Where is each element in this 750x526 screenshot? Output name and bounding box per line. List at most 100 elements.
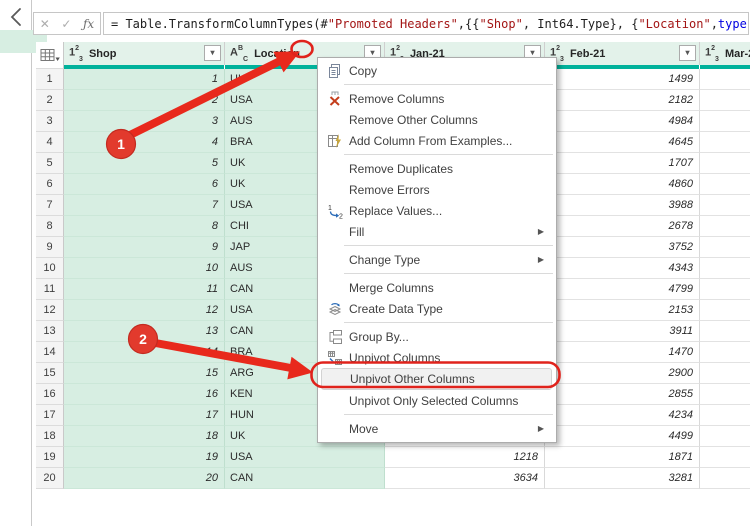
row-number-19[interactable]: 19 [36,447,64,468]
number-type-icon[interactable]: 123 [69,45,83,63]
filter-button-feb[interactable]: ▾ [679,45,696,61]
menu-item-copy[interactable]: Copy [318,60,556,81]
row-number-16[interactable]: 16 [36,384,64,405]
row-number-18[interactable]: 18 [36,426,64,447]
cell-mar-r16[interactable] [700,384,750,405]
cell-mar-r3[interactable] [700,111,750,132]
filter-button-shop[interactable]: ▾ [204,45,221,61]
menu-item-unpivot-other-columns[interactable]: Unpivot Other Columns [321,368,552,390]
cell-feb-r17[interactable]: 4234 [545,405,700,426]
cell-shop-r18[interactable]: 18 [64,426,225,447]
row-number-8[interactable]: 8 [36,216,64,237]
cell-shop-r6[interactable]: 6 [64,174,225,195]
cell-feb-r5[interactable]: 1707 [545,153,700,174]
column-header-shop[interactable]: 123 Shop ▾ [64,42,225,65]
number-type-icon[interactable]: 123 [550,45,564,63]
row-number-12[interactable]: 12 [36,300,64,321]
cell-feb-r9[interactable]: 3752 [545,237,700,258]
cell-shop-r19[interactable]: 19 [64,447,225,468]
row-number-1[interactable]: 1 [36,69,64,90]
cell-shop-r20[interactable]: 20 [64,468,225,489]
cell-shop-r4[interactable]: 4 [64,132,225,153]
cell-mar-r20[interactable] [700,468,750,489]
cell-jan-r20[interactable]: 3634 [385,468,545,489]
cell-mar-r13[interactable] [700,321,750,342]
row-number-11[interactable]: 11 [36,279,64,300]
formula-input[interactable]: = Table.TransformColumnTypes(# "Promoted … [103,12,749,35]
cell-feb-r16[interactable]: 2855 [545,384,700,405]
cell-feb-r19[interactable]: 1871 [545,447,700,468]
cell-shop-r1[interactable]: 1 [64,69,225,90]
cancel-icon[interactable]: ✕ [39,16,50,31]
cell-shop-r15[interactable]: 15 [64,363,225,384]
menu-item-unpivot-only-selected-columns[interactable]: Unpivot Only Selected Columns [318,390,556,411]
menu-item-add-column-from-examples[interactable]: Add Column From Examples... [318,130,556,151]
row-number-7[interactable]: 7 [36,195,64,216]
cell-mar-r14[interactable] [700,342,750,363]
row-number-15[interactable]: 15 [36,363,64,384]
cell-shop-r16[interactable]: 16 [64,384,225,405]
collapse-queries-pane-button[interactable] [6,6,26,28]
cell-shop-r12[interactable]: 12 [64,300,225,321]
cell-shop-r3[interactable]: 3 [64,111,225,132]
cell-mar-r11[interactable] [700,279,750,300]
cell-location-r19[interactable]: USA [225,447,385,468]
menu-item-remove-duplicates[interactable]: Remove Duplicates [318,158,556,179]
cell-mar-r6[interactable] [700,174,750,195]
menu-item-create-data-type[interactable]: Create Data Type [318,298,556,319]
cell-shop-r5[interactable]: 5 [64,153,225,174]
menu-item-replace-values[interactable]: 1 2 Replace Values... [318,200,556,221]
cell-mar-r9[interactable] [700,237,750,258]
cell-feb-r2[interactable]: 2182 [545,90,700,111]
cell-feb-r11[interactable]: 4799 [545,279,700,300]
cell-feb-r12[interactable]: 2153 [545,300,700,321]
cell-jan-r19[interactable]: 1218 [385,447,545,468]
row-number-9[interactable]: 9 [36,237,64,258]
row-number-20[interactable]: 20 [36,468,64,489]
select-all-corner-button[interactable] [36,42,64,69]
cell-location-r20[interactable]: CAN [225,468,385,489]
cell-mar-r15[interactable] [700,363,750,384]
cell-mar-r8[interactable] [700,216,750,237]
cell-shop-r13[interactable]: 13 [64,321,225,342]
cell-mar-r1[interactable] [700,69,750,90]
cell-mar-r17[interactable] [700,405,750,426]
cell-mar-r18[interactable] [700,426,750,447]
menu-item-remove-other-columns[interactable]: Remove Other Columns [318,109,556,130]
cell-mar-r19[interactable] [700,447,750,468]
menu-item-merge-columns[interactable]: Merge Columns [318,277,556,298]
cell-mar-r12[interactable] [700,300,750,321]
cell-shop-r17[interactable]: 17 [64,405,225,426]
menu-item-remove-errors[interactable]: Remove Errors [318,179,556,200]
cell-feb-r15[interactable]: 2900 [545,363,700,384]
row-number-13[interactable]: 13 [36,321,64,342]
cell-feb-r18[interactable]: 4499 [545,426,700,447]
menu-item-fill[interactable]: Fill ▶ [318,221,556,242]
menu-item-unpivot-columns[interactable]: Unpivot Columns [318,347,556,368]
cell-mar-r4[interactable] [700,132,750,153]
cell-shop-r9[interactable]: 9 [64,237,225,258]
row-number-17[interactable]: 17 [36,405,64,426]
cell-mar-r10[interactable] [700,258,750,279]
number-type-icon[interactable]: 123 [705,45,719,63]
menu-item-group-by[interactable]: Group By... [318,326,556,347]
cell-mar-r2[interactable] [700,90,750,111]
row-number-3[interactable]: 3 [36,111,64,132]
row-number-14[interactable]: 14 [36,342,64,363]
text-type-icon[interactable]: ABC [230,45,249,63]
cell-shop-r2[interactable]: 2 [64,90,225,111]
cell-feb-r8[interactable]: 2678 [545,216,700,237]
menu-item-remove-columns[interactable]: Remove Columns [318,88,556,109]
cell-feb-r13[interactable]: 3911 [545,321,700,342]
cell-shop-r7[interactable]: 7 [64,195,225,216]
row-number-2[interactable]: 2 [36,90,64,111]
cell-feb-r6[interactable]: 4860 [545,174,700,195]
menu-item-move[interactable]: Move ▶ [318,418,556,439]
row-number-6[interactable]: 6 [36,174,64,195]
column-header-feb[interactable]: 123 Feb-21 ▾ [545,42,700,65]
cell-feb-r10[interactable]: 4343 [545,258,700,279]
cell-feb-r7[interactable]: 3988 [545,195,700,216]
menu-item-change-type[interactable]: Change Type ▶ [318,249,556,270]
fx-icon[interactable]: ƒx [82,16,95,31]
